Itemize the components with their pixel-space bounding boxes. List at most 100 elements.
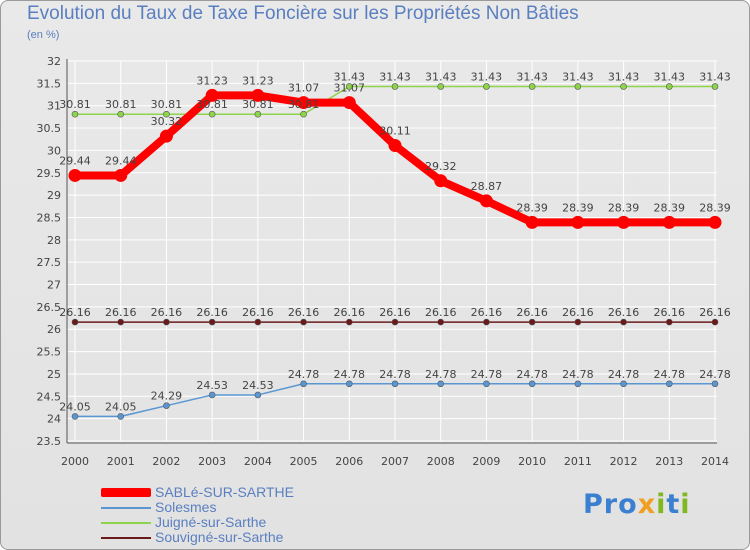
series-point-0 [342, 96, 356, 110]
y-tick-label: 30 [47, 144, 61, 157]
data-label-0: 31.23 [242, 74, 274, 87]
y-tick-label: 29 [47, 189, 61, 202]
data-label-3: 26.16 [105, 306, 137, 319]
x-tick-label: 2010 [518, 455, 546, 468]
series-point-3 [574, 318, 582, 326]
series-point-3 [528, 318, 536, 326]
data-label-2: 30.81 [288, 98, 320, 111]
series-point-1 [208, 391, 216, 399]
series-point-3 [620, 318, 627, 326]
data-label-2: 31.43 [425, 70, 457, 83]
series-point-2 [163, 110, 170, 118]
data-label-2: 30.81 [242, 98, 274, 111]
axes: 23.5 24 24.5 25 25.5 26 26.5 27 27.5 28 28.5 29 29.5… [37, 55, 730, 468]
data-label-1: 24.78 [379, 368, 411, 381]
y-tick-label: 31 [47, 100, 61, 113]
series-point-0 [159, 129, 173, 143]
series-point-2 [345, 83, 353, 90]
y-tick-label: 28.5 [37, 211, 62, 224]
x-tick-label: 2002 [152, 455, 180, 468]
data-label-1: 24.05 [59, 400, 91, 413]
y-tick-label: 25 [47, 368, 61, 381]
series-point-2 [71, 110, 79, 118]
series-point-3 [711, 318, 719, 326]
legend-label-juigne: Juigné-sur-Sarthe [155, 514, 267, 530]
y-tick-label: 25.5 [37, 346, 62, 359]
legend-label-solesmes: Solesmes [155, 499, 217, 515]
x-tick-label: 2011 [564, 455, 592, 468]
data-label-1: 24.29 [151, 390, 183, 403]
data-label-2: 30.81 [196, 98, 228, 111]
series-point-1 [665, 380, 673, 388]
series-point-1 [300, 380, 307, 388]
y-tick-label: 30.5 [37, 122, 62, 135]
data-label-3: 26.16 [562, 306, 594, 319]
series-point-0 [205, 88, 219, 102]
chart-title: Evolution du Taux de Taxe Foncière sur l… [27, 3, 579, 24]
series-point-3 [483, 318, 490, 326]
legend-swatch-souvigne [101, 537, 151, 539]
series-point-1 [163, 402, 170, 409]
x-tick-label: 2012 [610, 455, 638, 468]
data-label-2: 31.43 [699, 70, 731, 83]
series-point-3 [208, 318, 216, 326]
series-point-0 [662, 215, 676, 229]
legend-label-sable: SABLé-SUR-SARTHE [155, 484, 295, 500]
data-label-0: 29.44 [59, 154, 91, 167]
data-labels: 24.05 24.05 24.29 24.53 24.53 24.78 24.78 24.78… [59, 70, 731, 413]
data-label-0: 31.07 [288, 82, 320, 95]
data-label-0: 30.11 [379, 124, 411, 137]
y-tick-label: 26 [47, 323, 61, 336]
x-tick-label: 2004 [244, 455, 272, 468]
series-point-1 [620, 380, 627, 388]
data-label-2: 31.43 [334, 70, 366, 83]
series-point-0 [525, 215, 539, 229]
series-point-2 [300, 110, 307, 118]
y-tick-label: 28 [47, 234, 61, 247]
series-point-3 [437, 318, 445, 326]
series-layer [68, 83, 722, 420]
data-label-3: 26.16 [196, 306, 228, 319]
data-label-3: 26.16 [379, 306, 411, 319]
x-tick-label: 2006 [335, 455, 363, 468]
chart-unit-label: (en %) [27, 29, 60, 41]
series-point-3 [665, 318, 673, 326]
data-label-1: 24.78 [654, 368, 686, 381]
data-label-3: 26.16 [288, 306, 320, 319]
data-label-0: 28.39 [699, 201, 731, 214]
series-point-0 [571, 215, 585, 229]
data-label-2: 31.43 [471, 70, 503, 83]
data-label-2: 30.81 [151, 98, 183, 111]
data-label-0: 31.07 [334, 82, 366, 95]
data-label-1: 24.78 [699, 368, 731, 381]
data-label-1: 24.78 [608, 368, 640, 381]
series-point-3 [345, 318, 353, 326]
data-label-2: 31.43 [562, 70, 594, 83]
y-tick-label: 29.5 [37, 167, 62, 180]
series-point-0 [68, 168, 82, 182]
series-point-0 [434, 174, 448, 188]
x-tick-label: 2009 [472, 455, 500, 468]
series-point-3 [391, 318, 399, 326]
series-point-2 [117, 110, 125, 118]
series-point-1 [71, 413, 79, 420]
series-point-0 [297, 96, 311, 110]
data-label-0: 28.39 [562, 201, 594, 214]
series-point-1 [345, 380, 353, 388]
series-point-2 [620, 83, 627, 90]
data-label-3: 26.16 [608, 306, 640, 319]
series-point-1 [391, 380, 399, 388]
data-label-1: 24.05 [105, 400, 137, 413]
data-label-2: 30.81 [105, 98, 137, 111]
data-label-0: 28.39 [608, 201, 640, 214]
y-tick-label: 27 [47, 279, 61, 292]
series-point-2 [483, 83, 490, 90]
data-label-3: 26.16 [471, 306, 503, 319]
data-label-0: 28.39 [516, 201, 548, 214]
x-tick-label: 2014 [701, 455, 729, 468]
y-tick-label: 27.5 [37, 256, 62, 269]
y-tick-label: 26.5 [37, 301, 62, 314]
data-label-0: 30.32 [151, 115, 183, 128]
x-tick-label: 2007 [381, 455, 409, 468]
